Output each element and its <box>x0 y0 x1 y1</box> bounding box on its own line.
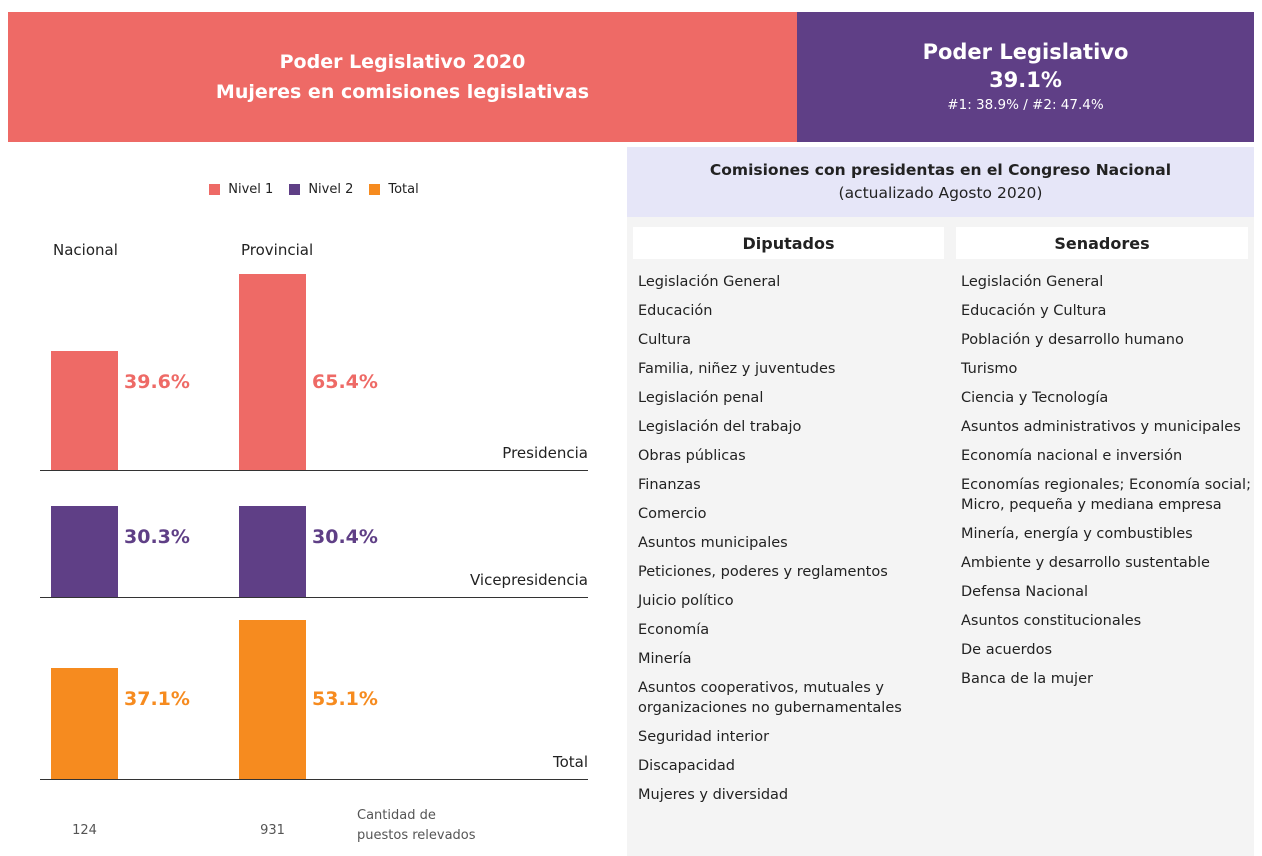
list-item: Turismo <box>961 360 1018 377</box>
list: Legislación General Educación y Cultura Po… <box>961 267 1253 693</box>
list-item: Defensa Nacional <box>961 583 1089 600</box>
bar <box>239 273 306 470</box>
panel-subtitle: (actualizado Agosto 2020) <box>838 184 1043 202</box>
list-item: Peticiones, poderes y reglamentos <box>638 563 888 580</box>
bar <box>51 506 118 597</box>
legend-item: Total <box>369 182 419 197</box>
list-item: Discapacidad <box>638 757 735 774</box>
list-item: Familia, niñez y juventudes <box>638 360 836 377</box>
row-label: Presidencia <box>502 444 588 462</box>
baseline <box>40 597 588 598</box>
panel-header: Comisiones con presidentas en el Congres… <box>627 147 1254 217</box>
row-label: Vicepresidencia <box>469 571 588 589</box>
value-label: 39.6% <box>124 371 190 394</box>
list-item: Legislación General <box>961 273 1104 290</box>
row-label: Total <box>552 753 588 771</box>
list-item: Legislación penal <box>638 389 764 406</box>
value-label: 37.1% <box>124 687 190 710</box>
legend-swatch <box>369 184 381 195</box>
list-item: Legislación del trabajo <box>638 418 802 435</box>
column-label: Nacional <box>53 241 118 259</box>
count: 124 <box>72 823 97 838</box>
panel: Comisiones con presidentas en el Congres… <box>627 147 1254 856</box>
header-subtitle: Mujeres en comisiones legislativas <box>215 81 590 103</box>
value-label: 65.4% <box>312 371 378 394</box>
legend-label: Nivel 2 <box>308 182 354 197</box>
list-item: Asuntos cooperativos, mutuales y organiz… <box>638 679 902 716</box>
legend-label: Total <box>388 182 419 197</box>
list-item: Banca de la mujer <box>961 670 1093 687</box>
column-label: Provincial <box>241 241 314 259</box>
list-item: Educación <box>638 302 713 319</box>
legend-label: Nivel 1 <box>228 182 274 197</box>
header: Poder Legislativo 2020 Mujeres en comisi… <box>8 12 797 142</box>
bar <box>239 619 306 779</box>
list: Legislación General Educación Cultura Famil… <box>638 267 908 809</box>
list-item: Ciencia y Tecnología <box>961 389 1109 406</box>
bar <box>51 351 118 470</box>
header-title: Poder Legislativo 2020 <box>279 51 526 73</box>
list-item: Legislación General <box>638 273 781 290</box>
list-item: Cultura <box>638 331 692 348</box>
value-label: 30.4% <box>312 526 378 549</box>
list-item: Asuntos municipales <box>638 534 788 551</box>
column-header: Senadores <box>956 227 1248 259</box>
kpi-value: 39.1% <box>989 68 1062 92</box>
list-item: Economía <box>638 621 710 638</box>
legend-swatch <box>289 184 301 195</box>
list-item: Ambiente y desarrollo sustentable <box>961 554 1210 571</box>
list-item: Finanzas <box>638 476 701 493</box>
list-item: Asuntos administrativos y municipales <box>961 418 1241 435</box>
bar <box>239 505 306 597</box>
legend: Nivel 1 Nivel 2 Total <box>40 180 588 199</box>
value-label: 53.1% <box>312 687 378 710</box>
list-item: Educación y Cultura <box>961 302 1107 319</box>
legend-item: Nivel 2 <box>289 182 353 197</box>
baseline <box>40 779 588 780</box>
list-item: Asuntos constitucionales <box>961 612 1142 629</box>
kpi-card: Poder Legislativo 39.1% #1: 38.9% / #2: … <box>797 12 1254 142</box>
legend-swatch <box>209 184 221 195</box>
list-item: Mujeres y diversidad <box>638 786 789 803</box>
value-label: 30.3% <box>124 526 190 549</box>
kpi-label: Poder Legislativo <box>922 40 1129 64</box>
column-header: Diputados <box>633 227 944 259</box>
kpi-detail: #1: 38.9% / #2: 47.4% <box>947 97 1104 113</box>
list-item: Economía nacional e inversión <box>961 447 1183 464</box>
list-item: Minería, energía y combustibles <box>961 525 1193 542</box>
list-item: Seguridad interior <box>638 728 770 745</box>
list-item: Comercio <box>638 505 707 522</box>
list-item: Economías regionales; Economía social; M… <box>961 476 1251 513</box>
baseline <box>40 470 588 471</box>
bar <box>51 667 118 779</box>
list-item: Minería <box>638 650 692 667</box>
list-item: Juicio político <box>638 592 734 609</box>
list-item: De acuerdos <box>961 641 1053 658</box>
list-item: Obras públicas <box>638 447 746 464</box>
legend-item: Nivel 1 <box>209 182 273 197</box>
panel-title: Comisiones con presidentas en el Congres… <box>709 161 1172 179</box>
list-item: Población y desarrollo humano <box>961 331 1184 348</box>
count: 931 <box>260 823 285 838</box>
count-label: Cantidad de puestos relevados <box>357 808 476 843</box>
